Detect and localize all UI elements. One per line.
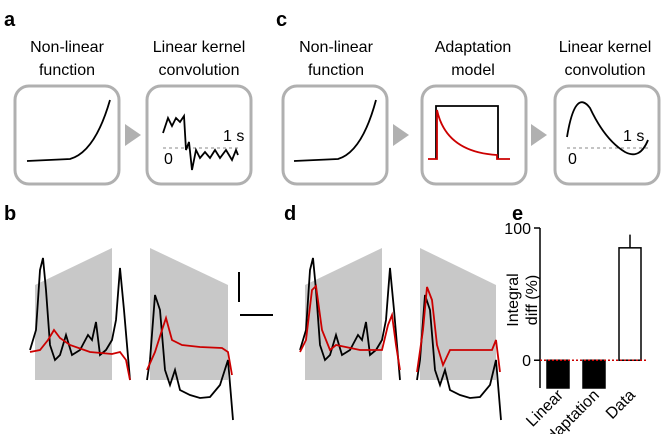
stimulus [420,248,496,380]
stimulus [150,248,228,380]
panel-letter: e [512,203,523,225]
y-axis-label-line: diff (%) [524,275,541,325]
annotation: 1 s [623,128,644,145]
stimulus [35,248,112,380]
trace [29,257,131,381]
trace [146,294,234,421]
arrow [125,124,141,146]
annotation: 1 s [223,128,244,145]
panel-letter: a [4,9,16,31]
stimulus [305,248,382,380]
trace [299,284,401,371]
box [281,84,389,186]
y-tick-label: 100 [504,221,531,238]
panel-letter: b [4,203,16,225]
nonlinear-curve [293,99,377,162]
arrow [531,124,547,146]
bar [582,359,606,389]
arrow [393,124,409,146]
annotation: 0 [164,151,173,168]
box-label: model [451,62,495,79]
box-label: Non-linear [30,39,104,56]
x-tick-label: Data [603,387,639,423]
kernel-curve [566,101,649,156]
panel-letter: d [284,203,296,225]
box [145,84,253,186]
box-label: convolution [565,62,646,79]
trace [299,257,401,381]
step-curve [435,105,499,159]
box-label: function [308,62,364,79]
adaptation-curve [428,109,510,160]
trace [146,314,233,376]
box-label: Non-linear [299,39,373,56]
box-label: Adaptation [435,39,512,56]
trace [29,328,131,381]
box-label: function [39,62,95,79]
bar [546,359,570,389]
box-label: convolution [159,62,240,79]
bar [618,247,642,361]
y-tick-label: 0 [522,353,531,370]
nonlinear-curve [26,99,111,162]
box [13,84,121,186]
kernel-curve [162,113,239,171]
box-label: Linear kernel [153,39,246,56]
annotation: 0 [568,151,577,168]
trace [416,286,501,373]
panel-letter: c [276,9,287,31]
y-axis-label: Integral diff (%) [505,273,541,326]
y-axis-label-line: Integral [505,273,522,326]
box-label: Linear kernel [559,39,652,56]
